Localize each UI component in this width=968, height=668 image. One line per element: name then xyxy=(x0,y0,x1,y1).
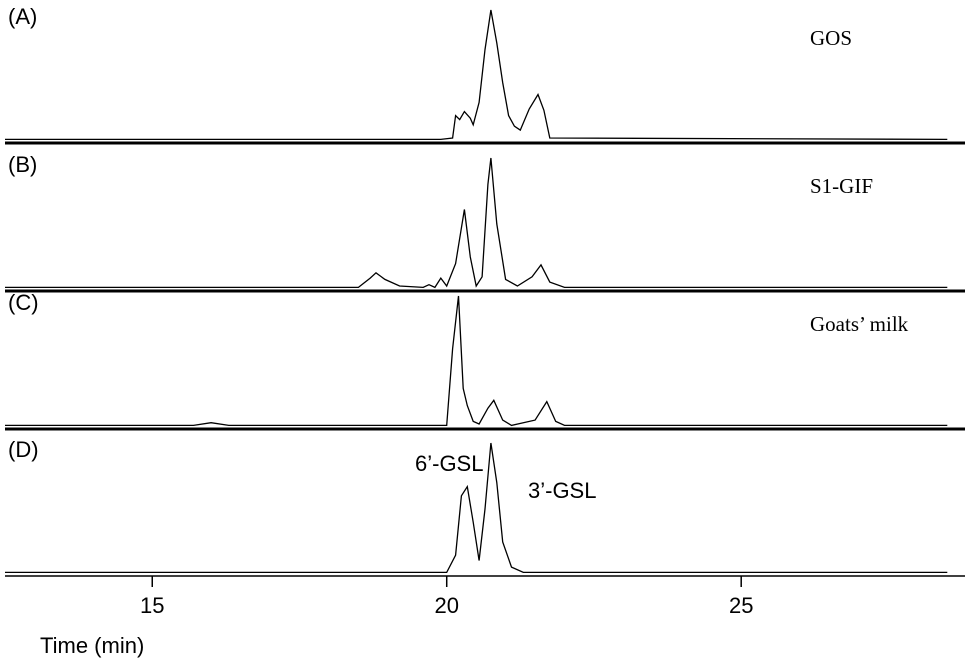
peak-annotation: 6’-GSL xyxy=(415,451,483,476)
series-name: S1-GIF xyxy=(810,174,873,198)
x-tick-label: 25 xyxy=(729,593,753,618)
panel-label: (B) xyxy=(8,152,37,177)
panel-label: (A) xyxy=(8,4,37,29)
series-name: GOS xyxy=(810,26,852,50)
x-axis-title: Time (min) xyxy=(40,633,144,658)
trace xyxy=(5,157,948,289)
peak-annotation: 3’-GSL xyxy=(528,478,596,503)
x-tick-label: 15 xyxy=(140,593,164,618)
panel-label: (D) xyxy=(8,437,39,462)
x-tick-label: 20 xyxy=(434,593,458,618)
series-name: Goats’ milk xyxy=(810,312,909,336)
panel-label: (C) xyxy=(8,290,39,315)
trace xyxy=(5,442,948,574)
trace xyxy=(5,9,948,141)
trace xyxy=(5,295,948,427)
